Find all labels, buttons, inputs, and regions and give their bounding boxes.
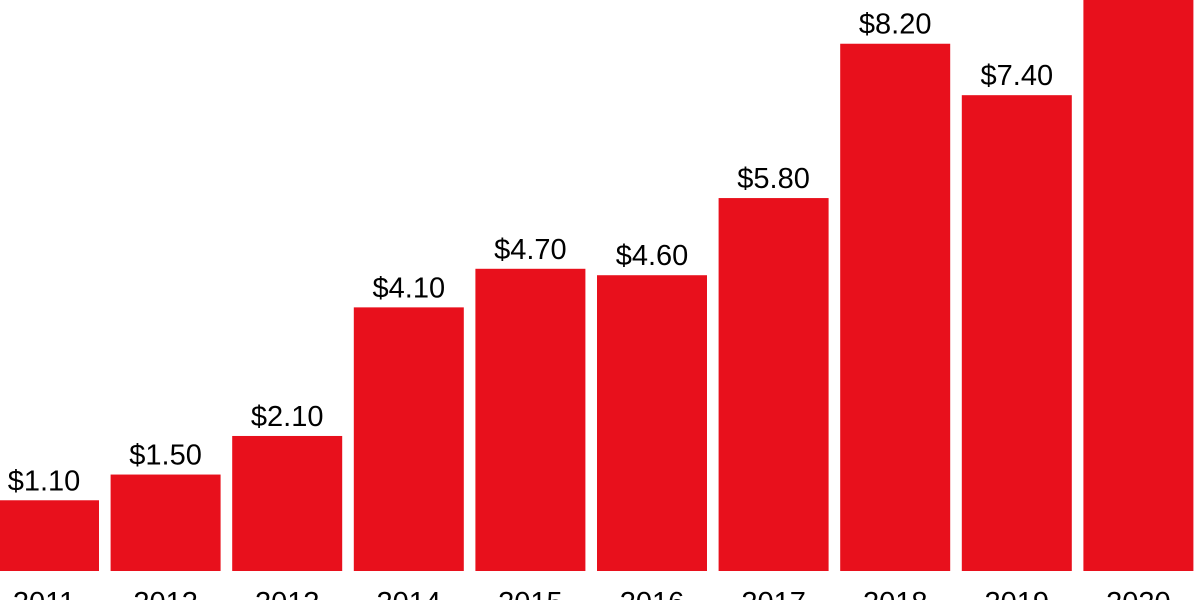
value-label-2018: $8.20 — [859, 9, 932, 41]
value-labels-layer: $1.10 $1.50 $2.10 $4.10 $4.70 $4.60 $5.80 $8.20… — [8, 9, 1053, 498]
value-label-2017: $5.80 — [737, 163, 810, 195]
x-tick-label-2011: 2011 — [13, 587, 75, 600]
bars-layer — [0, 0, 1194, 572]
x-tick-label-2015: 2015 — [498, 587, 563, 600]
bar-2012 — [110, 474, 221, 571]
value-label-2012: $1.50 — [129, 440, 202, 472]
bar-2011 — [0, 500, 99, 571]
x-tick-label-2012: 2012 — [133, 587, 198, 600]
bar-2015 — [475, 268, 586, 571]
x-tick-label-2020: 2020 — [1106, 587, 1171, 600]
x-tick-label-2013: 2013 — [255, 587, 320, 600]
bar-2013 — [232, 435, 343, 571]
value-label-2014: $4.10 — [373, 272, 446, 304]
x-tick-label-2017: 2017 — [741, 587, 806, 600]
value-label-2011: $1.10 — [8, 465, 81, 497]
bar-2020 — [1083, 0, 1194, 571]
bar-2014 — [353, 307, 464, 571]
value-label-2015: $4.70 — [494, 234, 567, 266]
bar-2017 — [718, 198, 829, 571]
x-tick-label-2016: 2016 — [620, 587, 685, 600]
value-label-2019: $7.40 — [981, 60, 1054, 92]
x-tick-label-2018: 2018 — [863, 587, 928, 600]
value-label-2016: $4.60 — [616, 240, 689, 272]
bar-2018 — [840, 43, 951, 572]
x-tick-label-2019: 2019 — [985, 587, 1050, 600]
bar-2016 — [597, 275, 707, 571]
x-tick-labels-layer: 2011 2012 2013 2014 2015 2016 2017 2018 2019 2020 — [13, 587, 1171, 600]
x-tick-label-2014: 2014 — [377, 587, 442, 600]
bar-2019 — [961, 95, 1072, 572]
value-label-2013: $2.10 — [251, 401, 324, 433]
